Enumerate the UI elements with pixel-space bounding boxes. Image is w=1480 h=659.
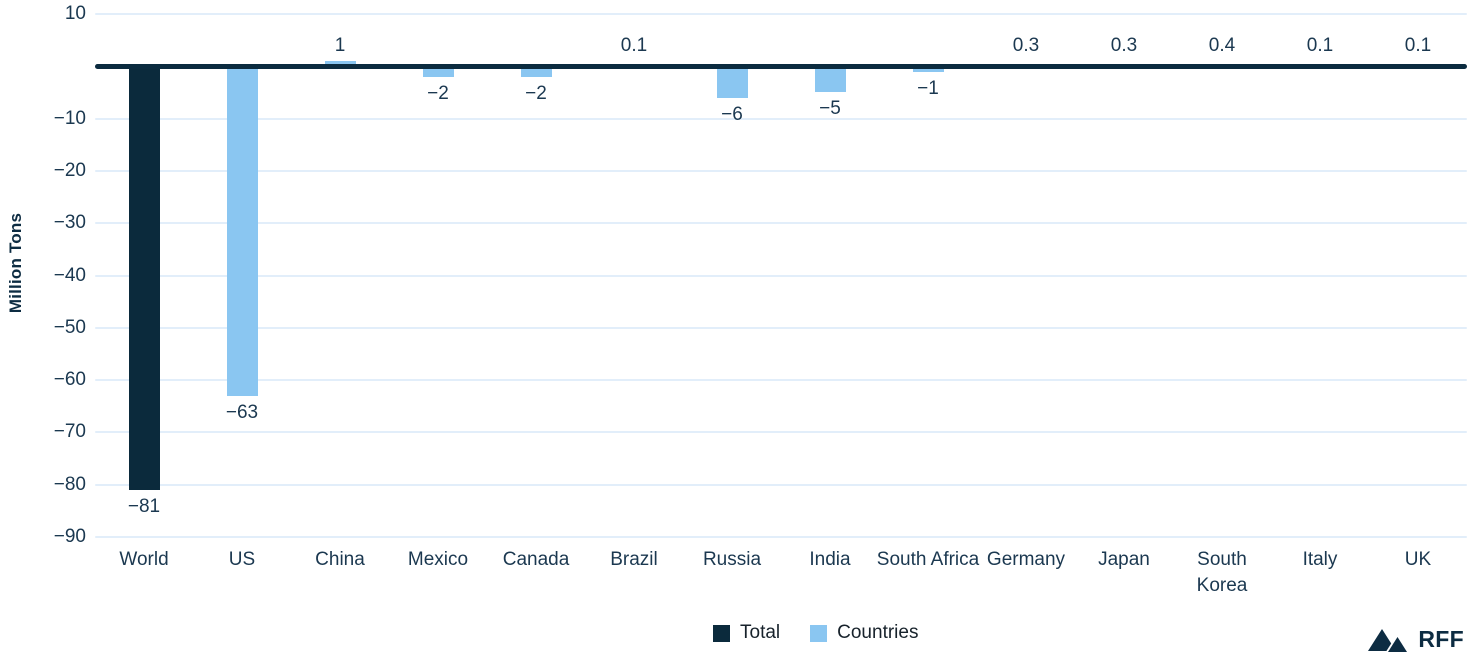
bar-value-label: −6 [721, 103, 743, 125]
bar [226, 66, 258, 396]
bar-value-label: −1 [917, 77, 939, 99]
bar-value-label: −2 [427, 82, 449, 104]
bar-value-label: −63 [225, 401, 259, 423]
rff-mountains-icon [1368, 628, 1410, 652]
bar [422, 66, 454, 77]
y-tick-label: −50 [53, 316, 86, 338]
y-tick-label: −90 [53, 526, 86, 547]
legend-swatch [713, 624, 730, 642]
y-tick-label: 10 [64, 3, 86, 24]
rff-logo: RFF [1368, 626, 1464, 653]
y-tick-label: −70 [53, 421, 86, 443]
x-tick-label: China [315, 549, 365, 570]
gridline [95, 379, 1467, 382]
gridline [95, 117, 1467, 120]
gridline [95, 169, 1467, 172]
x-tick-label: Russia [702, 549, 762, 570]
legend-label: Total [740, 622, 781, 643]
bar [128, 66, 160, 490]
bar-value-label: 0.1 [1404, 35, 1432, 57]
bar-value-label: −81 [127, 495, 161, 517]
bar-value-label: 0.1 [1306, 35, 1334, 57]
x-tick-label: World [119, 549, 169, 570]
gridline [95, 536, 1467, 538]
bar-value-label: 0.3 [1012, 35, 1040, 57]
bar-value-label: 0.4 [1208, 35, 1236, 57]
x-tick-label: Canada [502, 549, 570, 570]
gridline [95, 222, 1467, 225]
rff-logo-text: RFF [1418, 626, 1464, 652]
y-tick-label: −10 [53, 107, 86, 129]
legend-swatch [810, 624, 828, 642]
x-tick-label: Japan [1098, 549, 1150, 570]
y-tick-label: −80 [53, 473, 86, 495]
gridline [95, 483, 1467, 486]
x-tick-label: Mexico [407, 549, 469, 570]
x-tick-label: UK [1404, 549, 1432, 570]
x-tick-label: Brazil [610, 549, 658, 570]
legend-item: Total [713, 622, 780, 644]
y-tick-label: −20 [53, 159, 86, 181]
bar-value-label: −5 [819, 98, 841, 120]
gridline [95, 326, 1467, 329]
bar-value-label: −2 [525, 82, 547, 104]
bar [814, 66, 846, 93]
bar-value-label: 1 [334, 35, 346, 57]
bar [520, 66, 552, 77]
x-tick-label: Italy [1302, 549, 1338, 570]
bar-value-label: 0.1 [620, 35, 648, 57]
y-tick-label: −60 [53, 369, 86, 391]
bar-value-label: 0.3 [1110, 35, 1138, 57]
x-tick-label: Germany [986, 549, 1066, 570]
bar [324, 61, 356, 67]
gridline [95, 274, 1467, 277]
x-tick-label: US [228, 549, 256, 570]
x-tick-label: South Africa [876, 549, 980, 570]
gridline [95, 431, 1467, 434]
x-tick-label: South Korea [1196, 549, 1248, 596]
y-tick-label: −40 [53, 264, 86, 286]
legend-item: Countries [810, 622, 918, 644]
y-tick-label: −30 [53, 212, 86, 234]
legend-label: Countries [837, 622, 919, 643]
bar [912, 66, 944, 72]
bar [716, 66, 748, 98]
x-tick-label: India [809, 549, 851, 570]
gridline [95, 13, 1467, 15]
legend: Total Countries [713, 622, 918, 644]
zero-axis-line [95, 63, 1467, 69]
